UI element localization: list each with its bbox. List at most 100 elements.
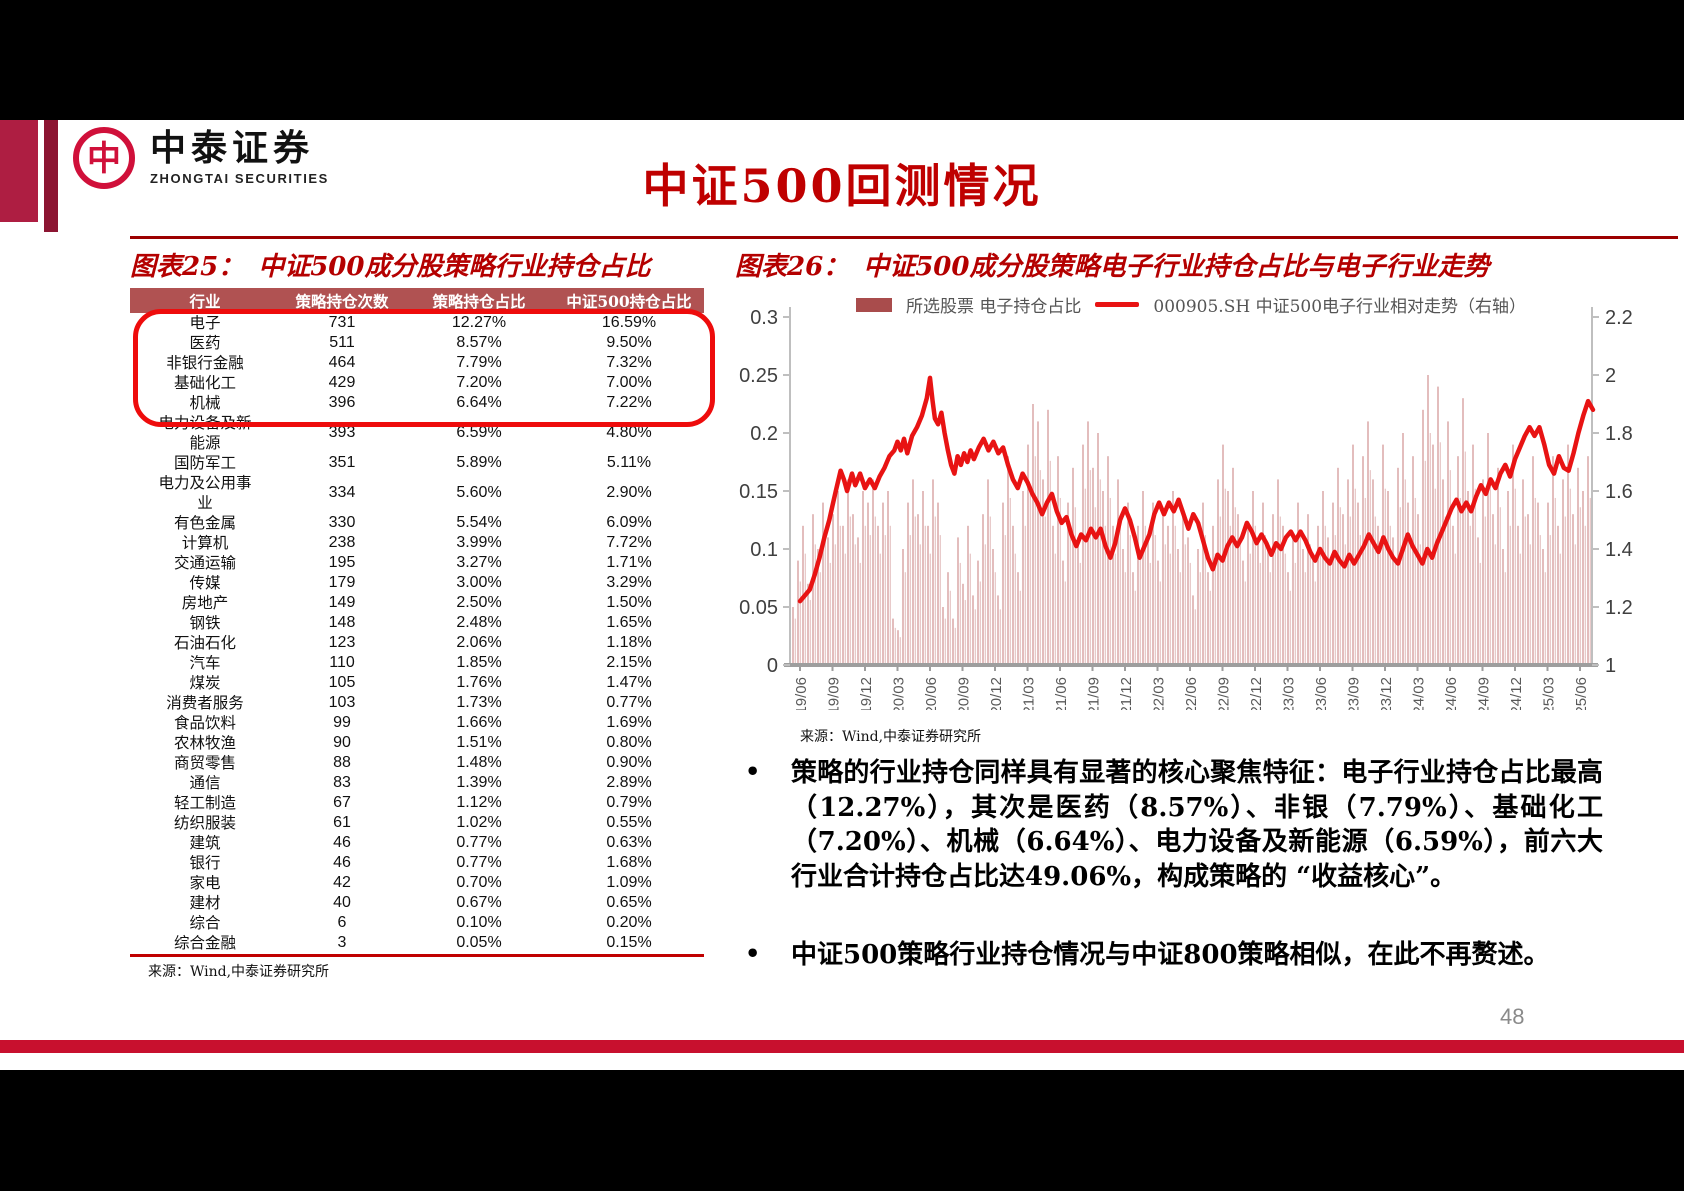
cell-value: 0.10%	[456, 914, 502, 931]
cell-value: 46	[333, 854, 351, 871]
svg-text:24/06: 24/06	[1443, 677, 1460, 710]
cell-value: 5.60%	[456, 484, 502, 501]
table-row: 建筑 46 0.77% 0.63%	[130, 833, 704, 853]
cell-value: 1.73%	[456, 694, 502, 711]
cell-value: 7.32%	[606, 354, 652, 371]
cell-industry: 电力及公用事业	[158, 474, 252, 512]
svg-text:1.4: 1.4	[1605, 539, 1633, 561]
svg-text:23/09: 23/09	[1346, 677, 1363, 710]
cell-value: 429	[328, 374, 356, 391]
cell-value: 9.50%	[606, 334, 652, 351]
cell-value: 238	[328, 534, 356, 551]
cell-value: 5.89%	[456, 454, 502, 471]
cell-industry: 计算机	[181, 534, 229, 552]
cell-value: 0.67%	[456, 894, 502, 911]
cell-value: 351	[328, 454, 356, 471]
cell-industry: 银行	[189, 854, 221, 872]
cell-value: 2.15%	[606, 654, 652, 671]
table-row: 机械 396 6.64% 7.22%	[130, 393, 704, 413]
cell-value: 1.48%	[456, 754, 502, 771]
svg-text:20/06: 20/06	[923, 677, 940, 710]
svg-text:2: 2	[1605, 365, 1616, 387]
table-row: 纺织服装 61 1.02% 0.55%	[130, 813, 704, 833]
cell-value: 195	[328, 554, 356, 571]
table-row: 农林牧渔 90 1.51% 0.80%	[130, 733, 704, 753]
holdings-chart-svg: 0.3 0.25 0.2 0.15 0.1 0.05 0 2.2 2 1.8 1.6 1.4 1.2 1 1…	[739, 307, 1633, 715]
svg-text:0.2: 0.2	[750, 423, 778, 445]
svg-text:19/12: 19/12	[858, 677, 875, 710]
cell-industry: 消费者服务	[166, 694, 244, 712]
svg-text:25/03: 25/03	[1541, 677, 1558, 710]
svg-text:0.1: 0.1	[750, 539, 778, 561]
axes-layer: 0.3 0.25 0.2 0.15 0.1 0.05 0 2.2 2 1.8 1.6 1.4 1.2 1 1…	[739, 307, 1633, 715]
cell-value: 393	[328, 424, 356, 441]
figure26-label: 图表26：	[735, 252, 850, 282]
industry-table-header: 行业 策略持仓次数 策略持仓占比 中证500持仓占比	[130, 288, 704, 313]
col-csi500-pct: 中证500持仓占比	[566, 291, 692, 311]
cell-value: 0.55%	[606, 814, 652, 831]
cell-value: 88	[333, 754, 351, 771]
svg-text:24/09: 24/09	[1476, 677, 1493, 710]
cell-value: 6.09%	[606, 514, 652, 531]
svg-text:20/09: 20/09	[956, 677, 973, 710]
cell-value: 334	[328, 484, 356, 501]
cell-value: 7.79%	[456, 354, 502, 371]
commentary: • 策略的行业持仓同样具有显著的核心聚焦特征：电子行业持仓占比最高（12.27%…	[745, 756, 1603, 1017]
cell-industry: 农林牧渔	[173, 734, 236, 752]
cell-value: 1.09%	[606, 874, 652, 891]
cell-value: 1.76%	[456, 674, 502, 691]
bullet-text: 策略的行业持仓同样具有显著的核心聚焦特征：电子行业持仓占比最高（12.27%），…	[791, 758, 1603, 892]
table-bottom-rule	[130, 954, 704, 957]
cell-value: 0.77%	[606, 694, 652, 711]
cell-value: 6	[337, 914, 347, 931]
cell-value: 46	[333, 834, 351, 851]
cell-value: 330	[328, 514, 356, 531]
svg-text:19/06: 19/06	[793, 677, 810, 710]
svg-text:0: 0	[767, 655, 778, 677]
svg-text:23/03: 23/03	[1281, 677, 1298, 710]
table-row: 有色金属 330 5.54% 6.09%	[130, 513, 704, 533]
cell-value: 2.06%	[456, 634, 502, 651]
cell-industry: 有色金属	[173, 514, 236, 532]
cell-value: 7.22%	[606, 394, 652, 411]
svg-text:1.6: 1.6	[1605, 481, 1633, 503]
zhongtai-logo-icon: 中	[73, 127, 135, 189]
cell-value: 6.59%	[456, 424, 502, 441]
bullet-item: • 中证500策略行业持仓情况与中证800策略相似，在此不再赘述。	[745, 938, 1603, 973]
svg-text:21/12: 21/12	[1118, 677, 1135, 710]
chart-legend: 所选股票 电子持仓占比 000905.SH 中证500电子行业相对走势（右轴）	[790, 292, 1592, 317]
table-row: 家电 42 0.70% 1.09%	[130, 873, 704, 893]
cell-industry: 纺织服装	[173, 814, 236, 832]
cell-value: 0.77%	[456, 834, 502, 851]
table-row: 基础化工 429 7.20% 7.00%	[130, 373, 704, 393]
cell-value: 7.00%	[606, 374, 652, 391]
figure26-title: 图表26： 中证500成分股策略电子行业持仓占比与电子行业走势	[735, 252, 1490, 282]
cell-value: 0.15%	[606, 934, 652, 951]
cell-value: 67	[333, 794, 351, 811]
table-row: 商贸零售 88 1.48% 0.90%	[130, 753, 704, 773]
cell-value: 5.54%	[456, 514, 502, 531]
cell-industry: 家电	[189, 874, 221, 892]
cell-value: 0.90%	[606, 754, 652, 771]
svg-text:0.25: 0.25	[739, 365, 778, 387]
svg-text:1.8: 1.8	[1605, 423, 1633, 445]
table-source: 来源：Wind,中泰证券研究所	[148, 964, 330, 980]
bullet-marker: •	[745, 757, 761, 786]
legend-bar-label: 所选股票 电子持仓占比	[905, 297, 1082, 317]
cell-value: 40	[333, 894, 351, 911]
cell-value: 110	[329, 654, 355, 671]
cell-value: 1.65%	[606, 614, 652, 631]
top-black-band	[0, 0, 1684, 120]
cell-value: 511	[329, 334, 355, 351]
table-row: 房地产 149 2.50% 1.50%	[130, 593, 704, 613]
cell-value: 83	[333, 774, 351, 791]
cell-industry: 商贸零售	[173, 754, 236, 772]
cell-value: 1.18%	[606, 634, 652, 651]
cell-value: 0.77%	[456, 854, 502, 871]
table-row: 通信 83 1.39% 2.89%	[130, 773, 704, 793]
table-row: 钢铁 148 2.48% 1.65%	[130, 613, 704, 633]
cell-value: 149	[328, 594, 356, 611]
cell-value: 1.66%	[456, 714, 502, 731]
svg-text:22/06: 22/06	[1183, 677, 1200, 710]
svg-text:21/06: 21/06	[1053, 677, 1070, 710]
